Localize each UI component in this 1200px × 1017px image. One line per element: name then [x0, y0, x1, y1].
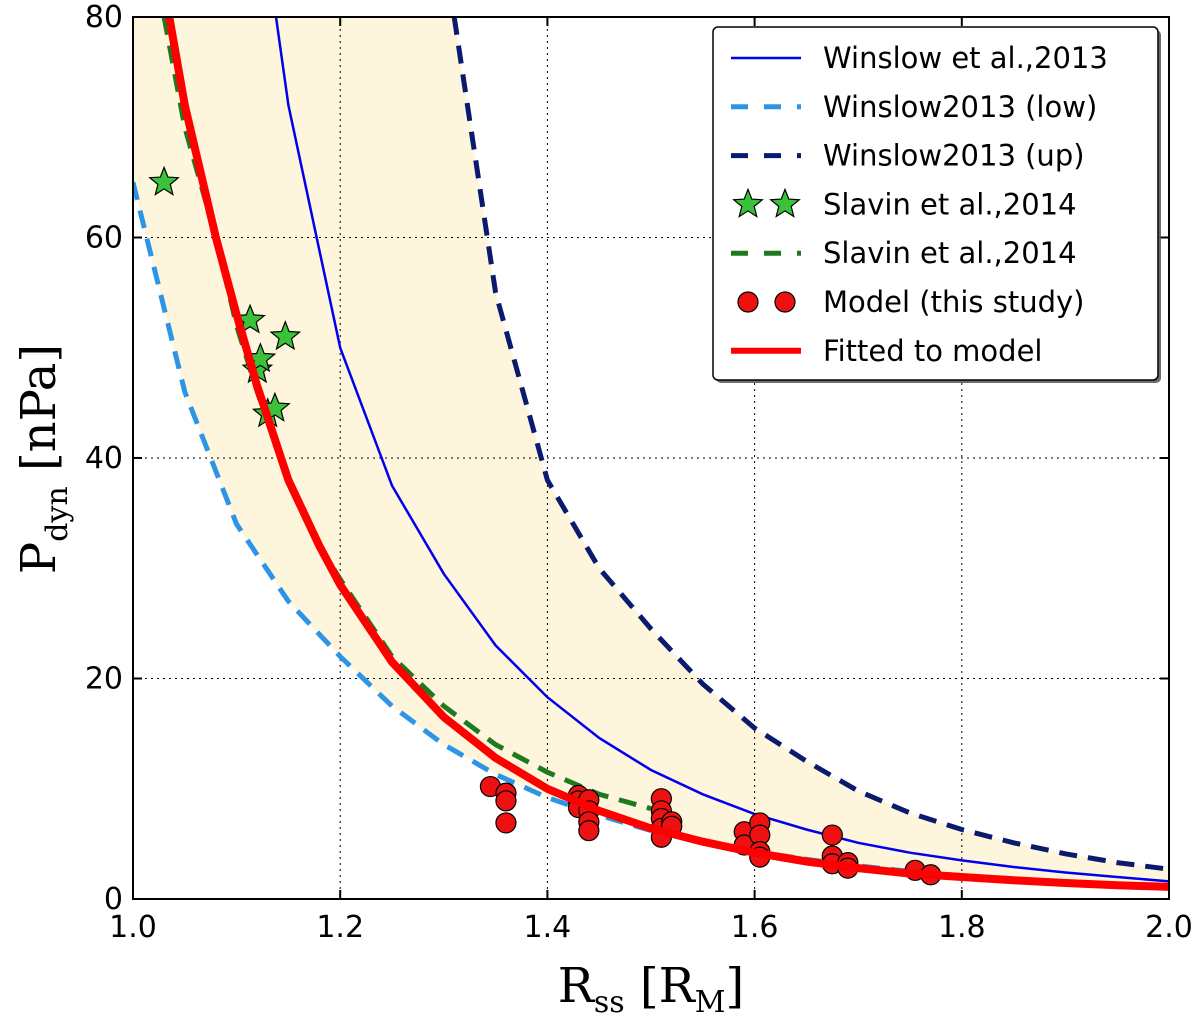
x-axis-label: Rss [RM]: [558, 958, 745, 1017]
legend-entry: Fitted to model: [731, 334, 1042, 368]
legend-entry: Slavin et al.,2014: [731, 236, 1077, 270]
y-axis-label-main: P: [11, 542, 67, 574]
grid: [133, 17, 1169, 899]
axis-ticks: 1.0 1.2 1.4 1.6 1.8 2.0 0 20 40 60 80: [85, 0, 1193, 945]
model-point: [578, 820, 600, 842]
legend-label: Fitted to model: [823, 334, 1042, 368]
x-axis-label-unit-sub: M: [695, 985, 726, 1017]
y-tick-label: 60: [85, 221, 123, 256]
legend-star-marker: [732, 187, 764, 218]
legend-circle-marker: [774, 291, 796, 313]
star-point: [148, 165, 180, 196]
y-axis-label-sub: dyn: [40, 486, 75, 541]
x-axis-label-main: R: [558, 958, 596, 1014]
y-tick-label: 0: [104, 882, 123, 917]
model-point: [821, 824, 843, 846]
legend-entry: Winslow2013 (low): [731, 90, 1097, 124]
y-axis-label-close: ]: [11, 344, 67, 363]
legend-label: Model (this study): [823, 285, 1084, 319]
y-tick-label: 40: [85, 441, 123, 476]
legend-star-marker: [769, 187, 801, 218]
star-point: [269, 320, 302, 351]
legend-entry: Slavin et al.,2014: [732, 187, 1077, 221]
legend-label: Slavin et al.,2014: [823, 187, 1077, 221]
y-axis-label-unit: nPa: [11, 363, 67, 453]
x-tick-label: 1.2: [316, 910, 364, 945]
legend-label: Winslow et al.,2013: [823, 41, 1108, 75]
legend-box: [712, 26, 1159, 381]
series-line-6: [165, 17, 1169, 891]
legend: Winslow et al.,2013 Winslow2013 (low) Wins…: [712, 26, 1161, 383]
x-axis-label-open: [: [625, 958, 659, 1014]
markers-layer: [148, 17, 1169, 891]
legend-entry: Winslow2013 (up): [731, 139, 1085, 173]
x-tick-label: 1.0: [109, 910, 157, 945]
x-tick-label: 1.8: [938, 910, 986, 945]
legend-entry: Winslow et al.,2013: [731, 41, 1108, 75]
x-tick-label: 1.6: [731, 910, 779, 945]
series-line-0: [274, 17, 1169, 883]
y-tick-label: 20: [85, 662, 123, 697]
x-axis-label-sub: ss: [594, 985, 625, 1017]
series-line-2: [451, 17, 1169, 872]
x-axis-label-unit-main: R: [659, 958, 697, 1014]
legend-label: Slavin et al.,2014: [823, 236, 1077, 270]
shaded-band-area: [133, 17, 1169, 888]
shaded-band: [133, 17, 1169, 888]
y-tick-label: 80: [85, 0, 123, 35]
x-tick-label: 2.0: [1145, 910, 1193, 945]
model-point: [495, 790, 517, 812]
x-tick-label: 1.4: [524, 910, 572, 945]
legend-circle-marker: [737, 291, 759, 313]
legend-label: Winslow2013 (low): [823, 90, 1097, 124]
model-point: [495, 812, 517, 834]
x-axis-label-close: ]: [726, 958, 745, 1014]
legend-entry: Model (this study): [737, 285, 1084, 319]
y-axis-label-open: [: [11, 452, 67, 486]
y-axis-label: Pdyn [nPa]: [11, 344, 75, 574]
legend-label: Winslow2013 (up): [823, 139, 1085, 173]
